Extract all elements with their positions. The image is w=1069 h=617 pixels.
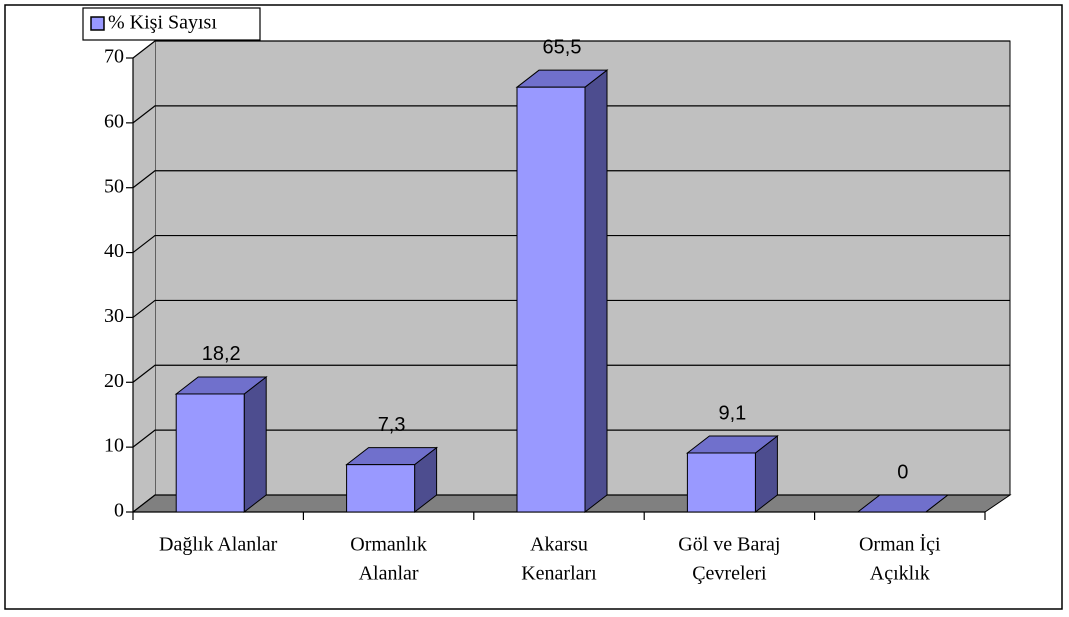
bar-top [856,494,950,513]
value-label: 65,5 [543,36,582,58]
value-label: 18,2 [202,343,241,365]
bar [175,393,245,513]
bar-side [584,69,608,514]
grid-line [132,234,1010,254]
bar-side [243,375,267,514]
x-tick-label: Akarsu [530,534,588,556]
x-tick-label: Kenarları [521,563,597,585]
x-tick-label: Açıklık [870,563,930,585]
grid-line [132,170,1010,189]
grid-line [132,364,1010,383]
y-tick-label: 10 [104,435,124,457]
legend-swatch [90,16,105,31]
x-tick-label: Çevreleri [692,563,767,585]
y-tick-label: 30 [104,305,124,327]
y-tick-label: 50 [104,175,124,197]
grid-line [132,40,1010,59]
x-tick-label: Alanlar [359,563,419,585]
bar [516,86,586,513]
value-label: 0 [897,461,908,483]
legend-label: % Kişi Sayısı [108,12,217,34]
y-tick-label: 0 [114,500,124,522]
y-tick-label: 60 [104,110,124,132]
x-tick-label: Ormanlık [350,534,427,556]
value-label: 9,1 [718,402,746,424]
x-tick-label: Orman İçi [859,533,941,556]
y-tick-label: 40 [104,240,124,262]
y-tick-label: 20 [104,370,124,392]
x-tick-label: Göl ve Baraj [678,534,780,556]
grid-line [132,105,1010,124]
value-label: 7,3 [378,414,406,436]
bar [686,452,756,513]
bar [346,464,416,513]
x-tick-label: Dağlık Alanlar [159,534,278,556]
legend-box [82,7,261,41]
y-tick-label: 70 [104,46,124,68]
side-wall [133,41,155,512]
grid-line [132,299,1010,318]
grid-line [132,429,1010,448]
